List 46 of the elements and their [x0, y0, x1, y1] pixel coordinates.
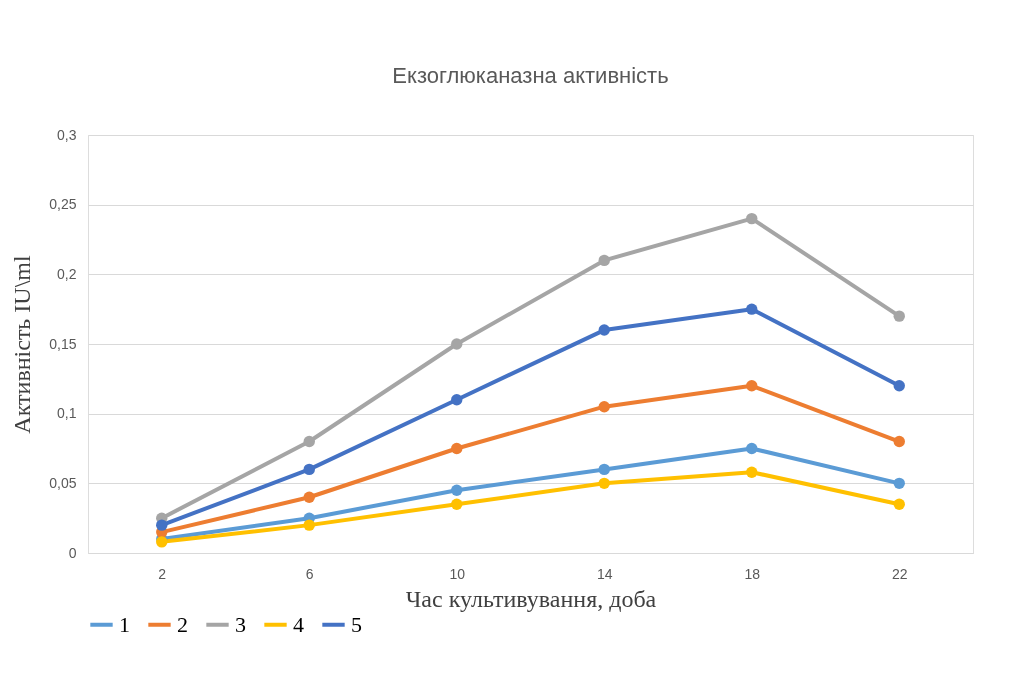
point [303, 435, 315, 448]
point [746, 380, 758, 392]
point [746, 442, 758, 455]
y-tick-label: 0,1 [57, 405, 77, 422]
point [746, 303, 758, 315]
point [451, 394, 463, 406]
legend-label: 5 [351, 611, 362, 637]
legend-label: 1 [119, 611, 130, 637]
point [303, 463, 315, 476]
point [303, 491, 315, 503]
point [893, 477, 905, 490]
point [451, 338, 463, 350]
y-tick-label: 0,2 [57, 265, 77, 282]
point [451, 442, 463, 455]
point [451, 498, 463, 510]
x-tick-label: 22 [891, 565, 908, 582]
legend-label: 3 [235, 611, 246, 637]
x-tick-label: 2 [158, 565, 167, 582]
x-tick-label: 6 [305, 565, 314, 582]
point [746, 466, 758, 478]
y-axis-title: Активність IU\ml [9, 255, 36, 434]
y-tick-label: 0,15 [49, 335, 77, 352]
chart-title: Екзоглюканазна активність [392, 63, 669, 88]
point [598, 324, 610, 336]
legend-label: 4 [293, 611, 304, 637]
point [303, 519, 315, 531]
y-tick-label: 0 [68, 544, 77, 561]
y-tick-label: 0,25 [49, 196, 77, 213]
legend-label: 2 [177, 611, 188, 637]
point [893, 435, 905, 448]
point [451, 484, 463, 496]
point [598, 477, 610, 490]
point [598, 401, 610, 413]
y-tick-label: 0,3 [57, 126, 77, 143]
point [598, 254, 610, 267]
point [893, 380, 905, 392]
point [598, 463, 610, 476]
y-tick-label: 0,05 [49, 474, 77, 491]
point [746, 212, 758, 225]
x-tick-label: 10 [449, 565, 466, 582]
point [893, 498, 905, 510]
point [156, 519, 168, 531]
x-axis-title: Час культивування, доба [405, 585, 657, 612]
x-tick-label: 18 [744, 565, 761, 582]
x-tick-label: 14 [596, 565, 613, 582]
point [893, 310, 905, 322]
